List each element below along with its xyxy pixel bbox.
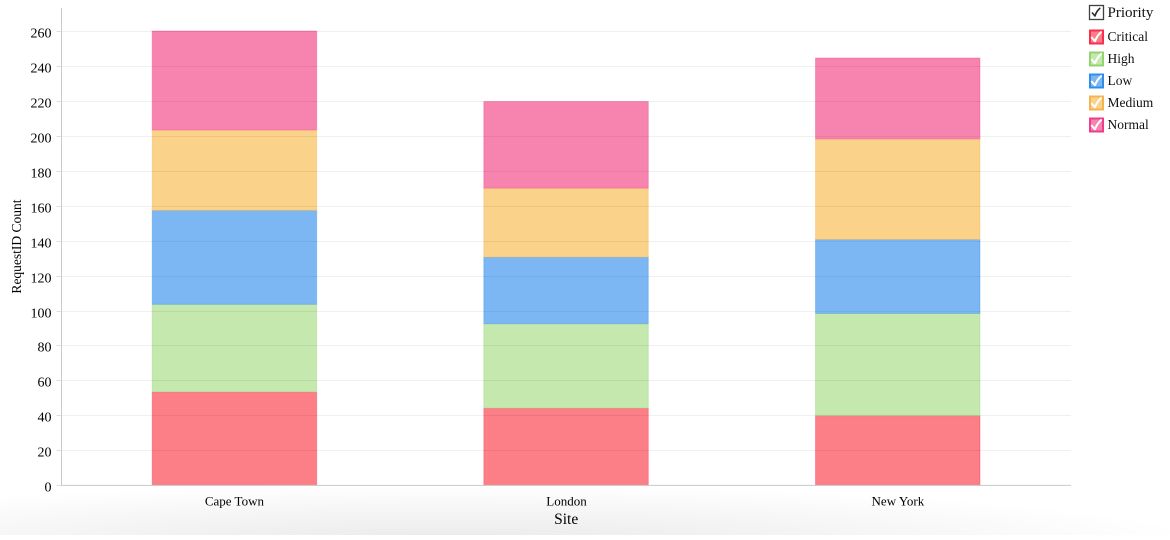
svg-text:Low: Low [1108, 73, 1133, 88]
svg-text:High: High [1108, 51, 1135, 66]
svg-text:40: 40 [38, 411, 52, 426]
svg-text:RequestID Count: RequestID Count [9, 199, 24, 293]
svg-text:80: 80 [38, 341, 52, 356]
svg-text:Normal: Normal [1108, 117, 1149, 132]
svg-text:New York: New York [872, 494, 925, 509]
svg-text:20: 20 [38, 446, 52, 461]
svg-text:London: London [546, 494, 587, 509]
svg-text:220: 220 [31, 97, 52, 112]
svg-text:Cape Town: Cape Town [205, 494, 265, 509]
svg-text:100: 100 [31, 307, 52, 322]
svg-text:240: 240 [31, 62, 52, 77]
svg-text:0: 0 [45, 481, 52, 496]
svg-text:Medium: Medium [1108, 95, 1154, 110]
svg-text:200: 200 [31, 132, 52, 147]
svg-text:Site: Site [554, 511, 578, 528]
svg-text:260: 260 [31, 27, 52, 42]
svg-text:Critical: Critical [1108, 29, 1149, 44]
svg-text:Priority: Priority [1108, 5, 1154, 21]
svg-text:180: 180 [31, 167, 52, 182]
svg-text:120: 120 [31, 272, 52, 287]
svg-text:140: 140 [31, 237, 52, 252]
svg-text:160: 160 [31, 202, 52, 217]
svg-text:60: 60 [38, 376, 52, 391]
